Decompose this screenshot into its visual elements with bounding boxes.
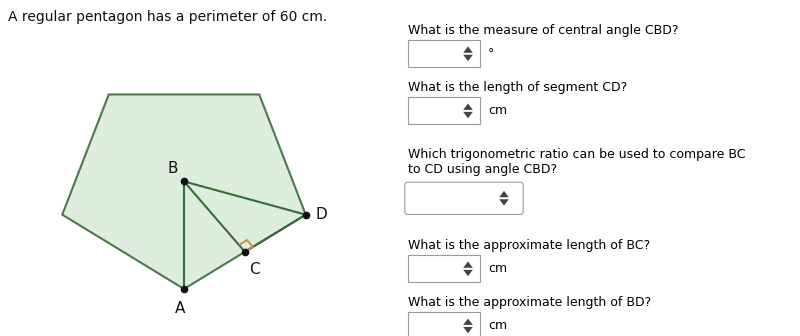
Text: Which trigonometric ratio can be used to compare BC
to CD using angle CBD?: Which trigonometric ratio can be used to… <box>408 148 746 176</box>
Text: B: B <box>167 161 178 176</box>
Bar <box>408 40 480 67</box>
Text: A regular pentagon has a perimeter of 60 cm.: A regular pentagon has a perimeter of 60… <box>8 10 327 24</box>
Text: cm: cm <box>488 320 507 332</box>
Text: cm: cm <box>488 262 507 275</box>
Text: cm: cm <box>488 104 507 117</box>
Text: What is the approximate length of BC?: What is the approximate length of BC? <box>408 239 650 252</box>
Text: C: C <box>249 262 259 277</box>
Bar <box>408 97 480 124</box>
Polygon shape <box>463 55 473 61</box>
Polygon shape <box>463 270 473 276</box>
Text: D: D <box>316 207 327 222</box>
Polygon shape <box>62 94 306 289</box>
Polygon shape <box>463 46 473 53</box>
Polygon shape <box>499 199 509 206</box>
Polygon shape <box>463 261 473 268</box>
Text: What is the approximate length of BD?: What is the approximate length of BD? <box>408 296 651 309</box>
Polygon shape <box>499 191 509 197</box>
Polygon shape <box>463 327 473 333</box>
FancyBboxPatch shape <box>405 182 523 214</box>
Text: °: ° <box>488 47 494 60</box>
Bar <box>408 255 480 282</box>
Text: What is the measure of central angle CBD?: What is the measure of central angle CBD… <box>408 24 678 37</box>
Polygon shape <box>463 103 473 110</box>
Bar <box>408 312 480 336</box>
Text: A: A <box>175 301 185 316</box>
Polygon shape <box>463 112 473 118</box>
Text: ✓ 6: ✓ 6 <box>416 104 438 117</box>
Polygon shape <box>463 319 473 325</box>
Text: ✓ tangent: ✓ tangent <box>420 192 483 205</box>
Text: What is the length of segment CD?: What is the length of segment CD? <box>408 81 627 94</box>
